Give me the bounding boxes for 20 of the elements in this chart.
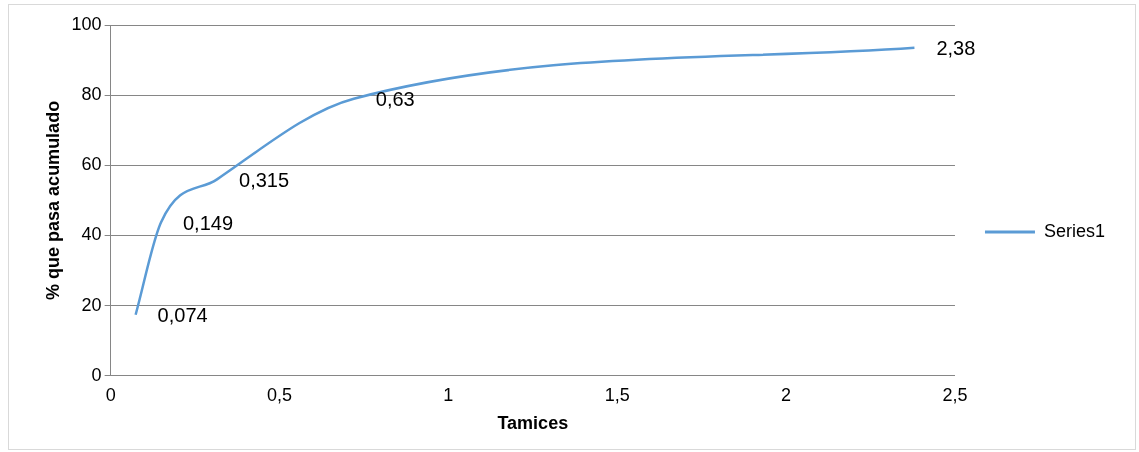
annotation: 0,149 xyxy=(182,212,234,235)
y-tick-label: 40 xyxy=(81,224,102,245)
x-tick-label: 0 xyxy=(105,384,116,405)
y-axis-title: % que pasa acumulado xyxy=(42,100,63,300)
y-tick-label: 80 xyxy=(81,84,102,105)
y-tick-label: 60 xyxy=(81,154,102,175)
y-tick-label: 100 xyxy=(71,13,102,34)
x-tick-label: 1,5 xyxy=(604,384,630,405)
x-tick-label: 2 xyxy=(781,384,792,405)
annotation: 0,315 xyxy=(239,168,290,191)
x-axis-title: Tamices xyxy=(497,413,569,434)
y-tick-label: 0 xyxy=(91,364,102,385)
y-tick-label: 20 xyxy=(81,294,102,315)
annotation: 2,38 xyxy=(936,37,976,60)
x-tick-label: 2,5 xyxy=(942,384,968,405)
annotation: 0,63 xyxy=(375,88,415,111)
legend-label: Series1 xyxy=(1043,220,1105,241)
x-tick-label: 0,5 xyxy=(266,384,293,405)
annotation: 0,074 xyxy=(157,304,208,327)
x-tick-label: 1 xyxy=(443,384,454,405)
